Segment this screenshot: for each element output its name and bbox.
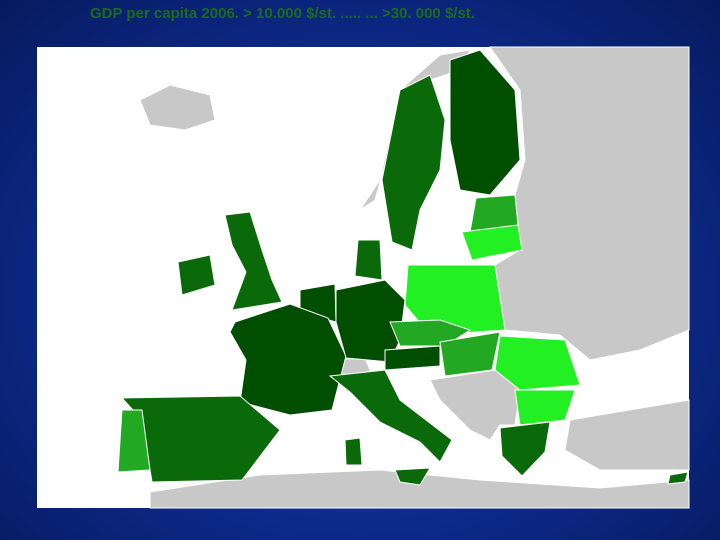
france	[229, 303, 347, 416]
cyprus	[667, 471, 689, 485]
portugal	[117, 409, 151, 473]
ireland	[177, 254, 216, 296]
czechia-slovakia	[389, 319, 472, 347]
north-africa	[149, 469, 690, 509]
russia-east	[489, 46, 690, 361]
greece	[499, 421, 551, 477]
bulgaria	[514, 389, 576, 426]
uk	[224, 211, 283, 311]
poland	[404, 264, 506, 336]
iceland	[139, 84, 216, 131]
slide-title: GDP per capita 2006. > 10.000 $/st. ....…	[90, 5, 475, 22]
sweden	[381, 74, 446, 251]
sardinia	[344, 437, 363, 466]
lithuania	[461, 224, 523, 261]
sicily	[394, 467, 431, 486]
romania	[494, 335, 581, 391]
italy	[328, 369, 453, 463]
finland	[449, 49, 521, 196]
hungary	[439, 331, 501, 377]
turkey	[564, 399, 690, 471]
denmark	[354, 239, 383, 281]
austria	[384, 345, 441, 371]
